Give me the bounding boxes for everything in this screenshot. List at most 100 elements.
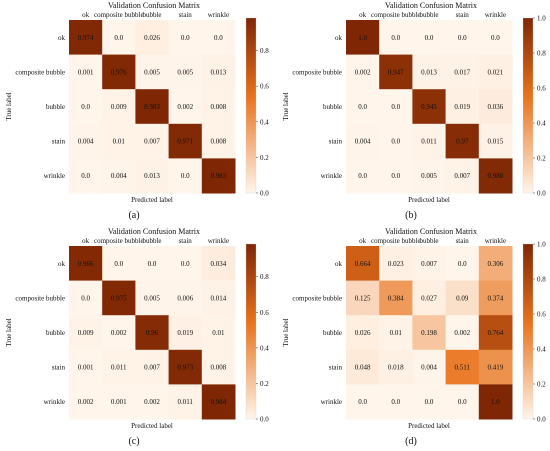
x-tick-label: stain	[456, 11, 470, 19]
cell-value-label: 0.0	[458, 398, 467, 406]
colorbar-tick-label: 0.2	[260, 154, 269, 162]
cell-value-label: 0.971	[177, 138, 193, 146]
cell-value-label: 0.198	[421, 329, 437, 337]
y-tick-label: wrinkle	[321, 172, 342, 180]
colorbar-tick-label: 0.2	[537, 155, 546, 163]
panel-label: (b)	[405, 210, 417, 221]
cell-value-label: 0.664	[355, 260, 371, 268]
cell-value-label: 0.0	[114, 34, 123, 42]
colorbar-tick-label: 1.0	[537, 15, 546, 23]
panel-label: (c)	[128, 436, 139, 447]
cell-value-label: 0.0	[181, 34, 190, 42]
x-tick-label: wrinkle	[485, 237, 506, 245]
cell-value-label: 0.034	[211, 260, 227, 268]
cell-value-label: 0.0	[81, 294, 90, 302]
colorbar-tick-label: 0.6	[537, 311, 546, 319]
cell-value-label: 0.019	[454, 103, 470, 111]
cell-value-label: 0.976	[111, 68, 127, 76]
y-tick-label: composite bubble	[292, 294, 342, 302]
chart-title: Validation Confusion Matrix	[385, 227, 477, 236]
x-tick-label: composite bubble	[371, 237, 421, 245]
cell-value-label: 0.014	[211, 294, 227, 302]
cell-value-label: 0.0	[425, 34, 434, 42]
cell-value-label: 0.011	[111, 364, 127, 372]
cell-value-label: 0.011	[421, 138, 437, 146]
cell-value-label: 0.0	[358, 398, 367, 406]
cell-value-label: 0.005	[421, 172, 437, 180]
cell-value-label: 0.0	[81, 103, 90, 111]
cell-value-label: 0.002	[454, 329, 470, 337]
chart-title: Validation Confusion Matrix	[385, 1, 477, 10]
colorbar-tick-label: 0.0	[260, 190, 269, 198]
colorbar-tick-label: 0.0	[260, 416, 269, 424]
cell-value-label: 0.0	[148, 260, 157, 268]
y-tick-label: ok	[335, 34, 343, 42]
cell-value-label: 0.97	[456, 138, 469, 146]
colorbar-tick-label: 0.4	[537, 346, 546, 354]
y-tick-label: composite bubble	[292, 68, 342, 76]
cell-value-label: 0.0	[214, 34, 223, 42]
cell-value-label: 0.013	[421, 68, 437, 76]
cell-value-label: 0.764	[488, 329, 504, 337]
cell-value-label: 0.01	[390, 329, 403, 337]
colorbar	[246, 18, 256, 193]
y-axis-label: True label	[5, 318, 13, 346]
colorbar-tick-label: 0.8	[537, 276, 546, 284]
cell-value-label: 0.004	[421, 364, 437, 372]
x-tick-label: stain	[179, 11, 193, 19]
cell-value-label: 0.019	[177, 329, 193, 337]
cell-value-label: 0.013	[144, 172, 160, 180]
x-axis-label: Predicted label	[408, 422, 450, 430]
cell-value-label: 0.0	[391, 103, 400, 111]
colorbar-tick-label: 1.0	[537, 241, 546, 249]
cell-value-label: 0.0	[458, 260, 467, 268]
cell-value-label: 0.021	[488, 68, 504, 76]
y-tick-label: stain	[52, 364, 66, 372]
cell-value-label: 0.004	[111, 172, 127, 180]
cell-value-label: 0.983	[211, 172, 227, 180]
colorbar-tick-label: 0.4	[260, 118, 269, 126]
cell-value-label: 0.007	[144, 138, 160, 146]
cell-value-label: 0.048	[355, 364, 371, 372]
y-tick-label: ok	[58, 260, 66, 268]
panel-label: (a)	[128, 210, 139, 221]
cell-value-label: 0.004	[355, 138, 371, 146]
y-tick-label: wrinkle	[44, 398, 65, 406]
cell-value-label: 0.009	[78, 329, 94, 337]
cell-value-label: 0.306	[488, 260, 504, 268]
cell-value-label: 0.002	[111, 329, 127, 337]
x-tick-label: wrinkle	[208, 11, 229, 19]
colorbar-tick-label: 0.2	[260, 380, 269, 388]
cell-value-label: 1.0	[358, 34, 367, 42]
x-axis-label: Predicted label	[131, 196, 173, 204]
x-tick-label: ok	[359, 11, 367, 19]
cell-value-label: 0.015	[488, 138, 504, 146]
cell-value-label: 0.007	[454, 172, 470, 180]
y-axis-label: True label	[282, 92, 290, 120]
cell-value-label: 0.001	[111, 398, 127, 406]
cell-value-label: 0.0	[391, 138, 400, 146]
colorbar	[246, 244, 256, 419]
confusion-matrix-panel: Validation Confusion Matrix ok composite b…	[282, 227, 546, 447]
cell-value-label: 0.007	[144, 364, 160, 372]
cell-value-label: 0.013	[211, 68, 227, 76]
cell-value-label: 0.002	[177, 103, 193, 111]
x-tick-label: composite bubble	[94, 237, 144, 245]
y-tick-label: bubble	[323, 103, 342, 111]
cell-value-label: 0.026	[144, 34, 160, 42]
colorbar	[523, 244, 533, 419]
cell-value-label: 0.09	[456, 294, 469, 302]
cell-value-label: 0.0	[391, 172, 400, 180]
cell-value-label: 0.009	[111, 103, 127, 111]
x-tick-label: ok	[82, 237, 90, 245]
x-tick-label: wrinkle	[208, 237, 229, 245]
colorbar-tick-label: 0.0	[537, 416, 546, 424]
chart-title: Validation Confusion Matrix	[108, 227, 200, 236]
y-tick-label: bubble	[46, 329, 65, 337]
y-tick-label: stain	[329, 364, 343, 372]
cell-value-label: 0.027	[421, 294, 437, 302]
y-tick-label: composite bubble	[15, 294, 65, 302]
cell-value-label: 0.511	[454, 364, 470, 372]
colorbar-tick-label: 0.4	[260, 344, 269, 352]
x-tick-label: composite bubble	[94, 11, 144, 19]
